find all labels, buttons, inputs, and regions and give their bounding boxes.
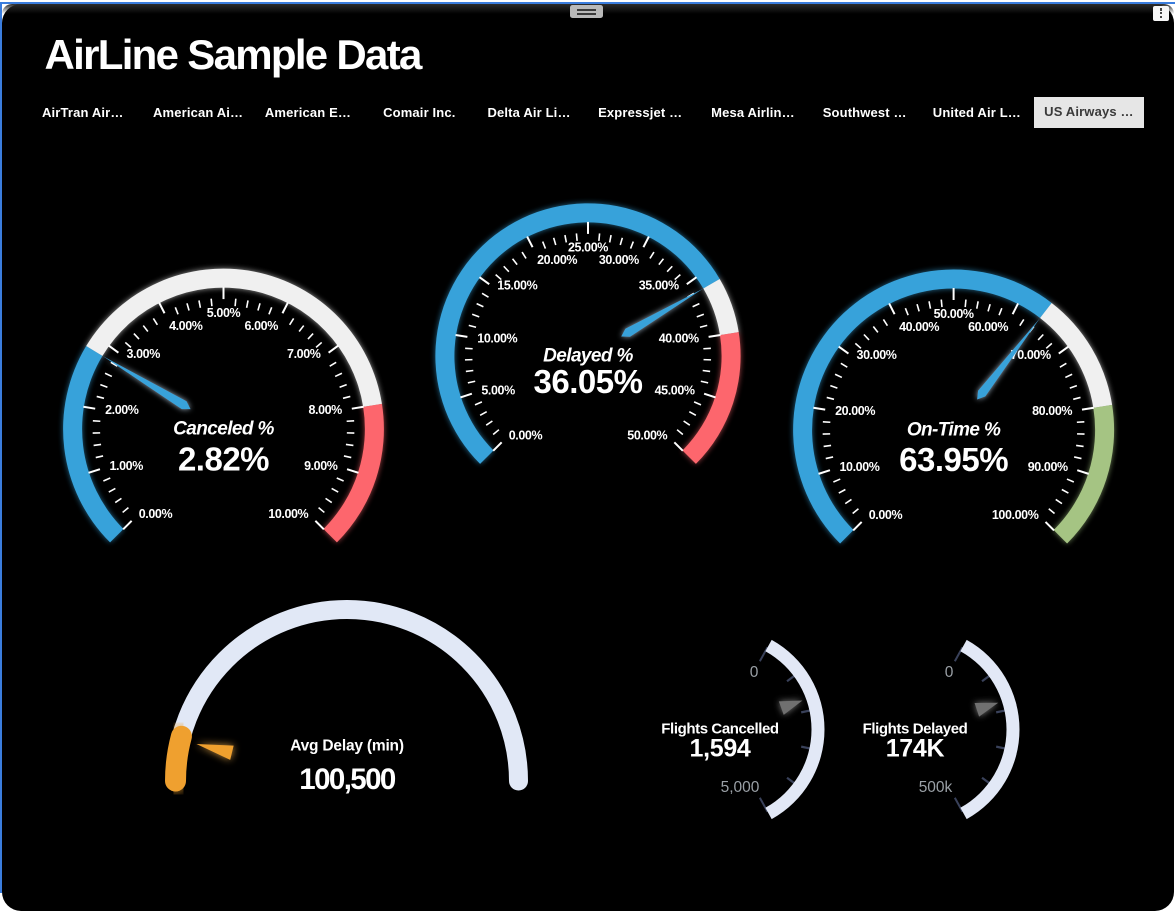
svg-text:4.00%: 4.00%: [169, 319, 203, 333]
svg-text:Flights Delayed: Flights Delayed: [863, 721, 968, 738]
svg-text:8.00%: 8.00%: [308, 403, 342, 417]
svg-text:0: 0: [945, 664, 954, 681]
svg-text:9.00%: 9.00%: [304, 459, 338, 473]
svg-text:5.00%: 5.00%: [207, 306, 241, 320]
svg-text:35.00%: 35.00%: [639, 279, 679, 293]
svg-text:2.00%: 2.00%: [105, 403, 139, 417]
svg-text:3.00%: 3.00%: [127, 347, 161, 361]
svg-text:100,500: 100,500: [299, 763, 396, 796]
svg-text:25.00%: 25.00%: [568, 241, 608, 255]
svg-text:5,000: 5,000: [721, 779, 760, 796]
svg-text:1.00%: 1.00%: [109, 459, 143, 473]
svg-text:30.00%: 30.00%: [857, 348, 897, 362]
svg-text:1,594: 1,594: [689, 735, 750, 763]
svg-text:50.00%: 50.00%: [934, 307, 974, 321]
svg-text:20.00%: 20.00%: [835, 404, 875, 418]
svg-text:Flights Cancelled: Flights Cancelled: [661, 721, 779, 738]
svg-text:2.82%: 2.82%: [178, 441, 269, 478]
svg-text:80.00%: 80.00%: [1032, 404, 1072, 418]
svg-text:5.00%: 5.00%: [481, 384, 515, 398]
svg-text:500k: 500k: [919, 779, 953, 796]
svg-text:0.00%: 0.00%: [139, 507, 173, 521]
svg-text:90.00%: 90.00%: [1028, 460, 1068, 474]
svg-text:50.00%: 50.00%: [627, 428, 667, 442]
svg-text:10.00%: 10.00%: [268, 507, 308, 521]
svg-text:63.95%: 63.95%: [899, 441, 1008, 478]
svg-text:On-Time %: On-Time %: [907, 419, 1001, 440]
svg-text:70.00%: 70.00%: [1011, 348, 1051, 362]
svg-text:40.00%: 40.00%: [659, 331, 699, 345]
svg-text:Canceled %: Canceled %: [173, 418, 274, 439]
svg-text:174K: 174K: [886, 735, 945, 763]
svg-text:6.00%: 6.00%: [244, 319, 278, 333]
svg-text:40.00%: 40.00%: [899, 320, 939, 334]
svg-text:Avg Delay (min): Avg Delay (min): [290, 738, 404, 755]
svg-text:45.00%: 45.00%: [655, 384, 695, 398]
svg-text:15.00%: 15.00%: [497, 279, 537, 293]
svg-text:0.00%: 0.00%: [869, 508, 903, 522]
svg-text:36.05%: 36.05%: [534, 363, 643, 400]
svg-text:100.00%: 100.00%: [992, 508, 1039, 522]
svg-text:7.00%: 7.00%: [287, 347, 321, 361]
svg-text:0: 0: [750, 664, 759, 681]
svg-text:20.00%: 20.00%: [537, 253, 577, 267]
svg-text:10.00%: 10.00%: [477, 331, 517, 345]
svg-text:0.00%: 0.00%: [509, 428, 543, 442]
svg-text:10.00%: 10.00%: [839, 460, 879, 474]
svg-text:Delayed %: Delayed %: [543, 345, 633, 366]
svg-text:60.00%: 60.00%: [968, 320, 1008, 334]
svg-text:30.00%: 30.00%: [599, 253, 639, 267]
